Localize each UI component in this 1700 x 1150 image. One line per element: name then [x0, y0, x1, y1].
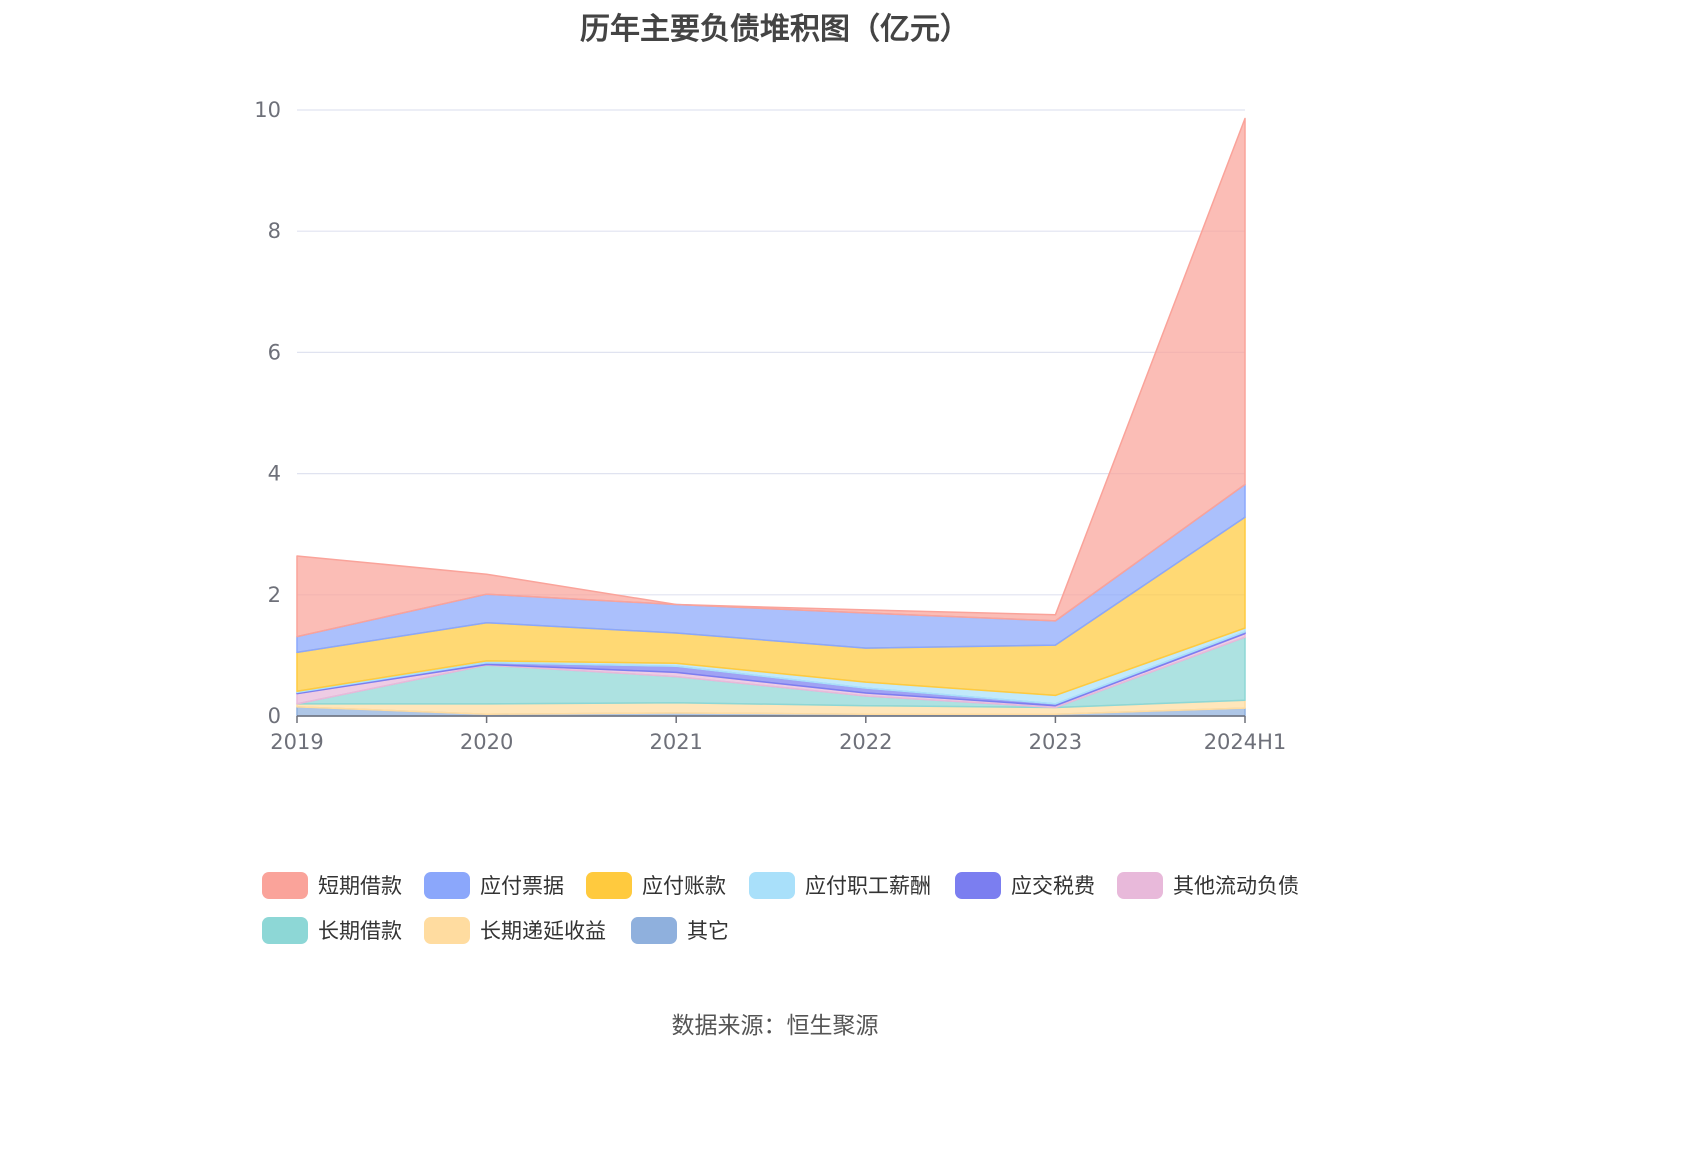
- x-tick-label: 2024H1: [1204, 730, 1287, 754]
- legend-swatch: [955, 871, 1001, 899]
- x-tick-label: 2021: [649, 730, 702, 754]
- data-source-note: 数据来源：恒生聚源: [671, 1013, 879, 1039]
- x-tick-label: 2020: [460, 730, 513, 754]
- legend-label: 长期借款: [318, 919, 402, 943]
- legend-label: 应付账款: [642, 874, 726, 898]
- y-tick-label: 8: [268, 219, 281, 243]
- chart-title: 历年主要负债堆积图（亿元）: [580, 12, 970, 47]
- legend-label: 应付职工薪酬: [805, 874, 931, 898]
- y-axis-tick-labels: 0 2 4 6 8 10: [254, 98, 281, 728]
- legend-label: 长期递延收益: [480, 919, 606, 943]
- y-tick-label: 0: [268, 704, 281, 728]
- legend-label: 其他流动负债: [1173, 874, 1299, 898]
- y-tick-label: 6: [268, 340, 281, 364]
- x-tick-label: 2019: [270, 730, 323, 754]
- legend-item[interactable]: 长期递延收益: [424, 915, 606, 945]
- legend-swatch: [631, 916, 677, 944]
- legend-label: 应交税费: [1011, 874, 1095, 898]
- y-tick-label: 10: [254, 98, 281, 122]
- x-tick-label: 2022: [839, 730, 892, 754]
- legend-swatch: [424, 871, 470, 899]
- legend-item[interactable]: 其它: [631, 915, 729, 945]
- legend-swatch: [586, 871, 632, 899]
- legend-label: 应付票据: [480, 874, 564, 898]
- legend-label: 短期借款: [318, 874, 402, 898]
- legend-swatch: [262, 916, 308, 944]
- y-tick-label: 2: [268, 583, 281, 607]
- legend-item[interactable]: 长期借款: [262, 915, 402, 945]
- legend-item[interactable]: 应付职工薪酬: [749, 870, 931, 900]
- legend-item[interactable]: 短期借款: [262, 870, 402, 900]
- x-axis: [296, 715, 1246, 723]
- x-axis-tick-labels: 2019 2020 2021 2022 2023 2024H1: [270, 730, 1286, 754]
- legend-item[interactable]: 其他流动负债: [1117, 870, 1299, 900]
- legend-item[interactable]: 应付账款: [586, 870, 726, 900]
- legend-swatch: [424, 916, 470, 944]
- legend-item[interactable]: 应付票据: [424, 870, 564, 900]
- legend-label: 其它: [687, 919, 729, 943]
- area-series-9: [296, 117, 1246, 638]
- legend-swatch: [1117, 871, 1163, 899]
- legend-swatch: [749, 871, 795, 899]
- legend-swatch: [262, 871, 308, 899]
- area-series-layer: [296, 117, 1246, 717]
- chart-plot: 0 2 4 6 8 10 2019 2020 2021 2022 2023 2024H1: [254, 98, 1286, 754]
- y-tick-label: 4: [268, 462, 281, 486]
- legend-item[interactable]: 应交税费: [955, 870, 1095, 900]
- x-tick-label: 2023: [1029, 730, 1082, 754]
